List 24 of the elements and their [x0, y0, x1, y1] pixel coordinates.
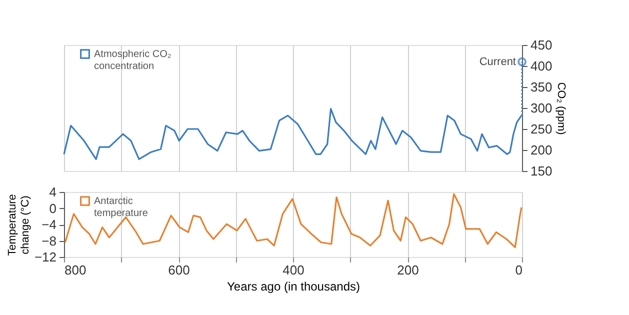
y-tick-label: −8	[42, 233, 56, 248]
y-tick-label: −4	[42, 217, 56, 232]
annotation: Current	[479, 56, 516, 68]
y-tick-label: 4	[49, 184, 56, 200]
legend-label: Atmospheric CO₂ concentration	[94, 49, 172, 72]
x-tick-label: 0	[515, 262, 522, 278]
y-axis-title: Temperature change (°C)	[6, 194, 32, 256]
y2-tick-label: 400	[530, 58, 552, 74]
x-tick-label: 200	[397, 262, 419, 278]
y2-tick-label: 450	[530, 38, 552, 52]
x-tick-label: 400	[282, 262, 304, 278]
y-tick-label: −12	[34, 250, 56, 264]
x-axis-title: Years ago (in thousands)	[227, 280, 360, 294]
y2-axis-title: CO₂ (ppm)	[555, 82, 568, 135]
y2-tick-label: 350	[530, 80, 552, 94]
line-series	[64, 193, 522, 248]
x-tick-label: 800	[64, 262, 86, 278]
x-tick-label: 600	[168, 262, 190, 278]
y2-tick-label: 250	[530, 122, 552, 136]
y2-tick-label: 300	[530, 100, 552, 116]
legend-label: Antarctic temperature	[94, 196, 148, 219]
y2-tick-label: 200	[530, 142, 552, 158]
y2-tick-label: 150	[530, 164, 552, 178]
y-tick-label: 0	[49, 200, 56, 216]
